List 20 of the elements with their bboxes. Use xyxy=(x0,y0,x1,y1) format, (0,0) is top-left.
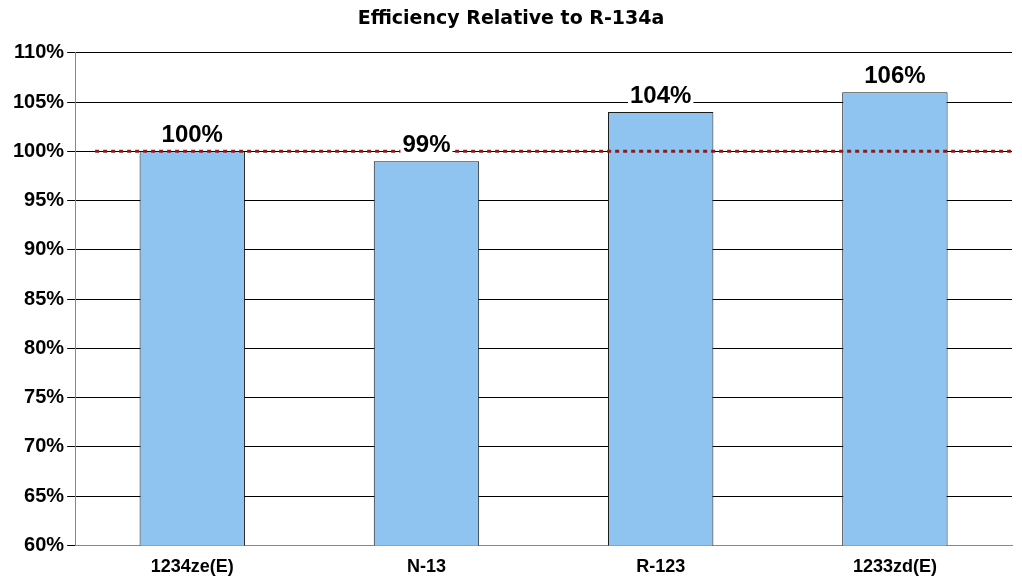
x-tick-label: R-123 xyxy=(636,556,686,577)
x-tick-label: 1234ze(E) xyxy=(150,556,234,577)
y-tick-label: 60% xyxy=(24,532,65,555)
data-label: 99% xyxy=(402,129,451,157)
data-label: 100% xyxy=(161,119,223,147)
y-tick-label: 105% xyxy=(13,89,65,112)
y-tick-label: 85% xyxy=(24,286,65,309)
x-tick-label: N-13 xyxy=(406,556,446,577)
y-tick-label: 80% xyxy=(24,335,65,358)
chart-title: Efficiency Relative to R-134a xyxy=(357,6,665,29)
y-tick-label: 90% xyxy=(24,237,65,260)
y-tick-label: 75% xyxy=(24,385,65,408)
y-tick-label: 95% xyxy=(24,188,65,211)
x-tick-label: 1233zd(E) xyxy=(852,556,937,577)
y-tick-label: 70% xyxy=(24,434,65,457)
data-label: 106% xyxy=(864,60,926,88)
y-tick-label: 65% xyxy=(24,483,65,506)
data-label: 104% xyxy=(629,80,692,108)
y-tick-label: 110% xyxy=(14,40,65,63)
y-tick-label: 100% xyxy=(13,138,65,161)
